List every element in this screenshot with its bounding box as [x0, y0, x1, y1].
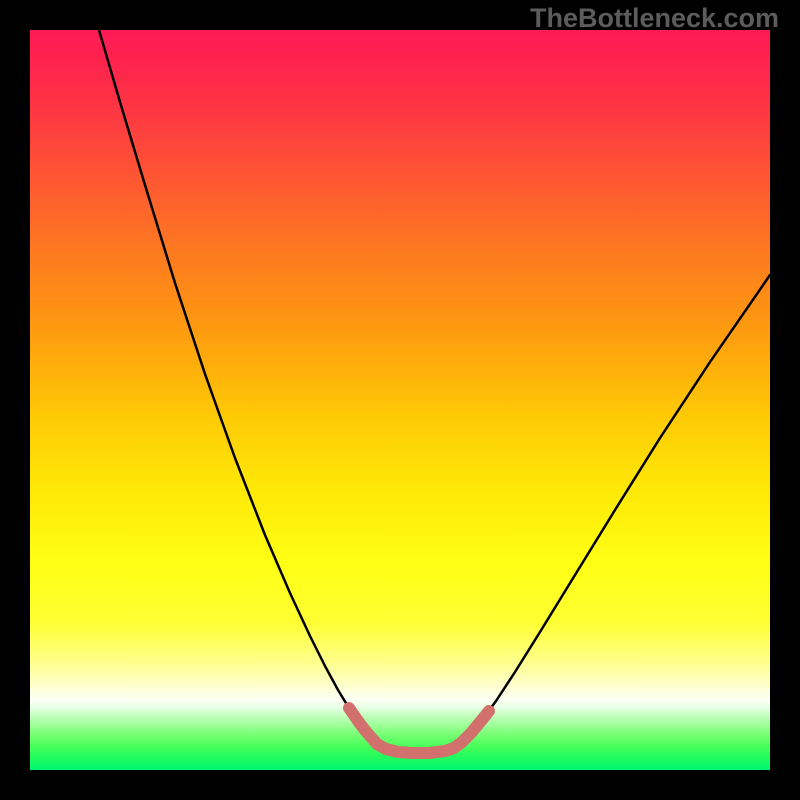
watermark-text: TheBottleneck.com	[530, 3, 779, 34]
chart-plot-area	[30, 30, 770, 770]
